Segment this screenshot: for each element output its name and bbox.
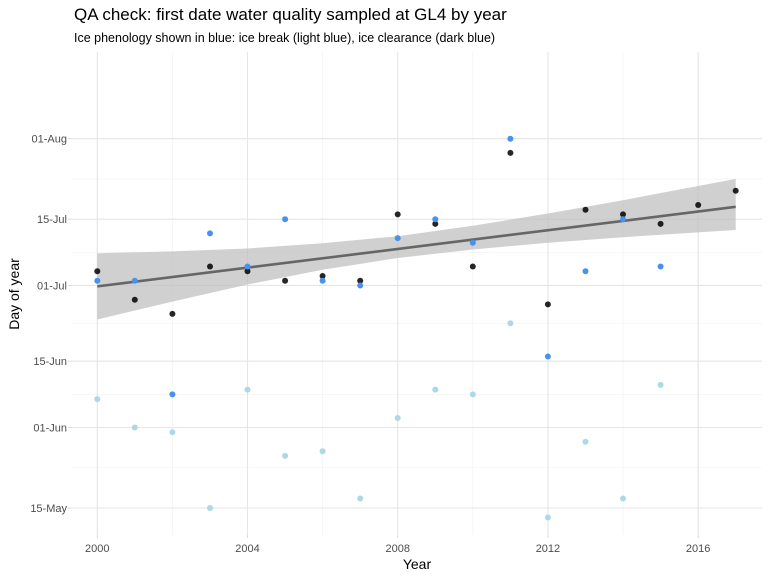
point-ice-break bbox=[207, 505, 213, 511]
y-tick-label: 15-Jul bbox=[37, 214, 67, 226]
point-sampled bbox=[282, 277, 289, 284]
point-sampled bbox=[732, 187, 739, 194]
point-sampled bbox=[319, 273, 326, 279]
y-tick-label: 15-May bbox=[30, 503, 67, 515]
point-ice-break bbox=[244, 386, 251, 393]
point-sampled bbox=[131, 296, 138, 303]
x-tick-label: 2004 bbox=[235, 543, 259, 555]
y-tick-label: 01-Aug bbox=[32, 134, 67, 146]
y-tick-label: 01-Jul bbox=[37, 280, 67, 292]
point-ice-clearance bbox=[319, 277, 326, 284]
point-ice-clearance bbox=[394, 235, 401, 242]
confidence-band-group bbox=[97, 178, 736, 320]
point-sampled bbox=[94, 268, 101, 275]
chart-title: QA check: first date water quality sampl… bbox=[74, 5, 507, 24]
point-sampled bbox=[620, 211, 626, 218]
point-ice-break bbox=[169, 429, 176, 436]
point-ice-break bbox=[432, 386, 439, 393]
y-tick-label: 01-Jun bbox=[33, 423, 67, 435]
point-sampled bbox=[469, 263, 476, 270]
x-tick-label: 2016 bbox=[686, 543, 710, 555]
gridlines bbox=[71, 52, 762, 535]
trend-line-group bbox=[97, 205, 736, 288]
y-axis-title: Day of year bbox=[6, 258, 22, 330]
point-ice-clearance bbox=[282, 216, 289, 223]
point-ice-clearance bbox=[169, 391, 176, 398]
point-sampled bbox=[657, 220, 664, 227]
point-ice-break bbox=[394, 415, 401, 421]
point-ice-break bbox=[282, 452, 289, 459]
x-axis-title: Year bbox=[403, 556, 432, 572]
data-points bbox=[94, 135, 739, 521]
point-ice-clearance bbox=[94, 277, 101, 284]
x-axis-ticks: 2000 2004 2008 2012 2016 bbox=[85, 535, 710, 555]
point-ice-clearance bbox=[357, 282, 364, 289]
point-sampled bbox=[207, 263, 213, 270]
point-ice-clearance bbox=[620, 216, 626, 223]
point-ice-clearance bbox=[244, 263, 251, 270]
point-ice-break bbox=[94, 396, 101, 403]
point-sampled bbox=[582, 206, 589, 213]
x-tick-label: 2000 bbox=[85, 543, 109, 555]
x-tick-label: 2008 bbox=[385, 543, 409, 555]
point-ice-clearance bbox=[657, 263, 664, 270]
point-ice-clearance bbox=[469, 239, 476, 246]
point-ice-break bbox=[469, 391, 476, 398]
point-ice-clearance bbox=[582, 268, 589, 275]
point-ice-clearance bbox=[207, 230, 213, 237]
point-sampled bbox=[357, 277, 364, 284]
point-ice-clearance bbox=[432, 216, 439, 223]
point-ice-break bbox=[131, 424, 138, 431]
point-ice-break bbox=[507, 320, 514, 327]
trend-line bbox=[97, 205, 736, 288]
point-ice-break bbox=[544, 514, 551, 521]
point-sampled bbox=[394, 211, 401, 218]
point-ice-clearance bbox=[131, 277, 138, 284]
point-ice-clearance bbox=[507, 135, 514, 142]
point-sampled bbox=[544, 301, 551, 308]
point-ice-break bbox=[582, 438, 589, 445]
y-tick-label: 15-Jun bbox=[33, 356, 67, 368]
point-sampled bbox=[244, 268, 251, 275]
point-ice-break bbox=[620, 495, 626, 502]
point-sampled bbox=[169, 310, 176, 317]
y-axis-ticks: 15-May 01-Jun 15-Jun 01-Jul 15-Jul 01-Aug bbox=[30, 134, 71, 515]
point-sampled bbox=[695, 202, 702, 208]
confidence-band bbox=[97, 178, 736, 320]
point-ice-break bbox=[657, 381, 664, 388]
point-sampled bbox=[432, 220, 439, 227]
point-ice-clearance bbox=[544, 353, 551, 360]
x-tick-label: 2012 bbox=[536, 543, 560, 555]
point-ice-break bbox=[319, 448, 326, 455]
point-sampled bbox=[507, 149, 514, 156]
chart-subtitle: Ice phenology shown in blue: ice break (… bbox=[74, 31, 495, 45]
point-ice-break bbox=[357, 495, 364, 502]
